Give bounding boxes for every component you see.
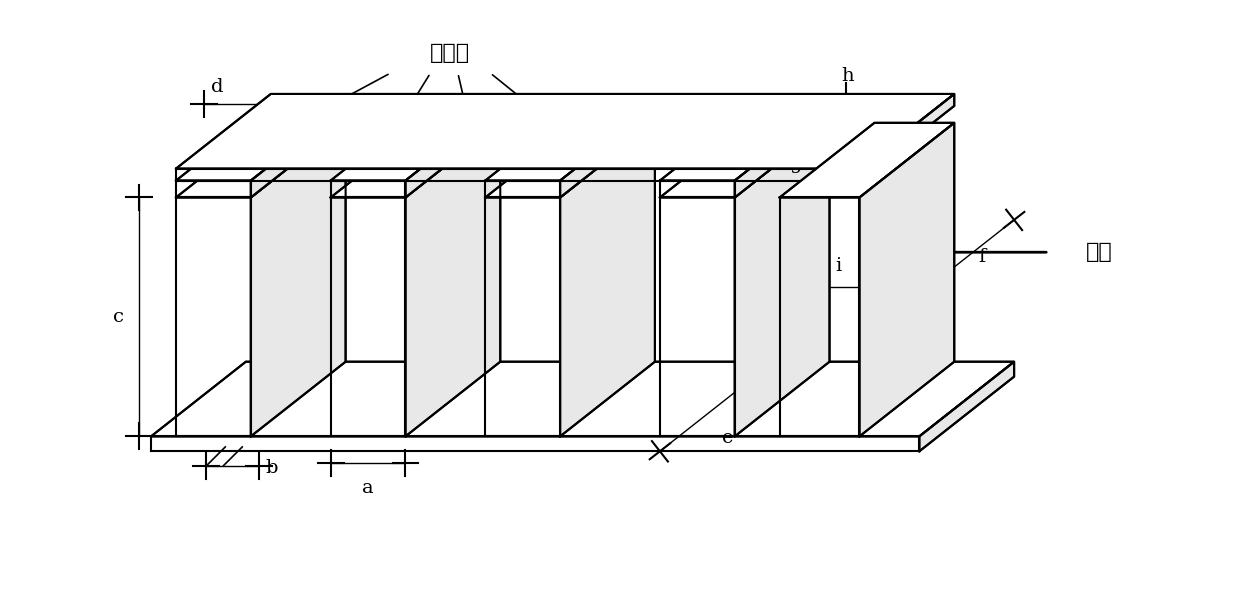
Polygon shape (485, 123, 655, 197)
Polygon shape (660, 123, 830, 197)
Text: e: e (722, 429, 734, 447)
Polygon shape (151, 362, 1014, 436)
Polygon shape (250, 123, 346, 436)
Polygon shape (859, 94, 955, 181)
Text: b: b (265, 459, 278, 477)
Polygon shape (660, 106, 830, 181)
Text: d: d (211, 78, 223, 96)
Polygon shape (331, 123, 500, 197)
Text: c: c (113, 308, 124, 326)
Polygon shape (405, 123, 500, 436)
Text: a: a (362, 479, 374, 497)
Polygon shape (560, 106, 655, 197)
Polygon shape (859, 123, 955, 436)
Polygon shape (250, 106, 346, 197)
Polygon shape (176, 106, 346, 181)
Polygon shape (735, 123, 830, 436)
Polygon shape (735, 106, 830, 197)
Text: 跨桥: 跨桥 (1085, 242, 1112, 262)
Polygon shape (331, 106, 500, 181)
Polygon shape (560, 123, 655, 436)
Polygon shape (176, 94, 955, 169)
Polygon shape (780, 123, 955, 197)
Text: 汇流排: 汇流排 (430, 43, 470, 63)
Text: g: g (790, 155, 802, 173)
Polygon shape (176, 123, 346, 197)
Text: h: h (842, 67, 854, 85)
Text: f: f (978, 248, 986, 266)
Text: i: i (836, 257, 842, 275)
Polygon shape (405, 106, 500, 197)
Polygon shape (919, 362, 1014, 452)
Polygon shape (485, 106, 655, 181)
